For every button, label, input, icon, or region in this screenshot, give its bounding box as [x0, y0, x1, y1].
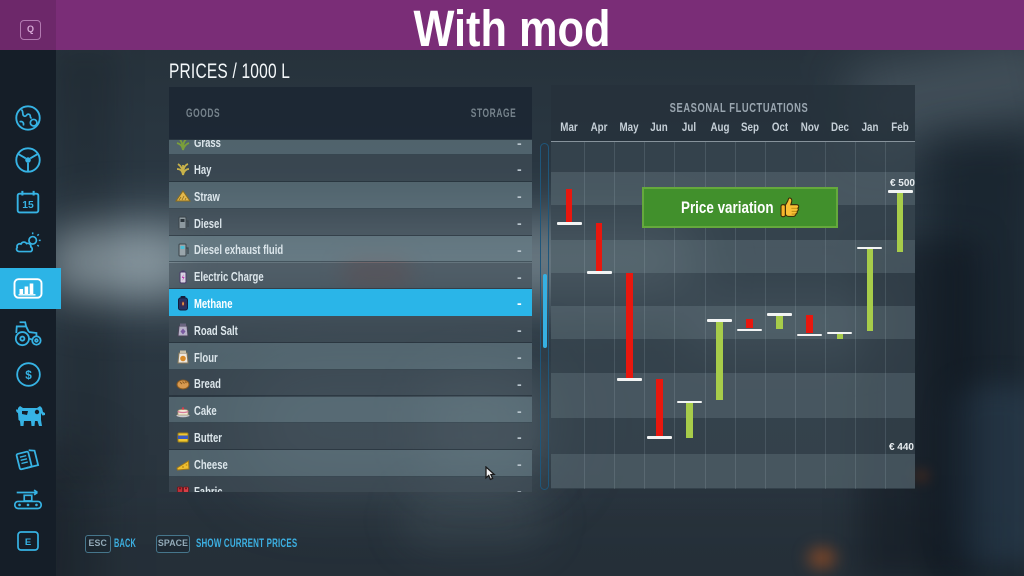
svg-text:15: 15 [22, 200, 34, 211]
svg-text:E: E [25, 537, 31, 548]
svg-text:$: $ [25, 369, 32, 382]
